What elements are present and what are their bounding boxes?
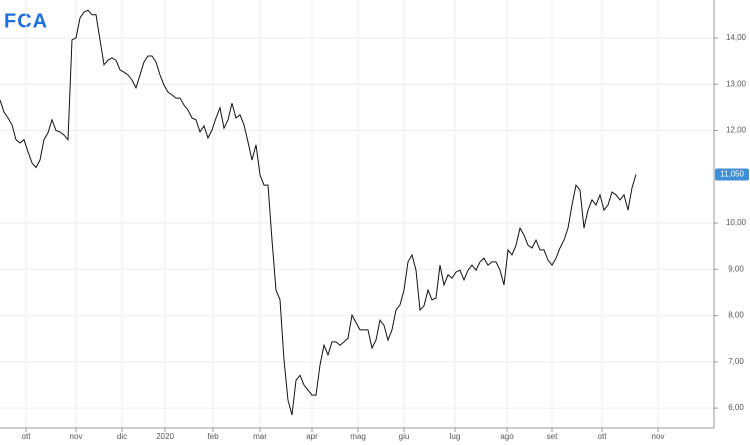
y-tick-label: 12,00 (726, 126, 747, 135)
x-tick-label: dic (117, 432, 127, 441)
x-tick-label: mag (350, 432, 366, 441)
y-tick-label: 8,00 (728, 311, 744, 320)
y-tick-label: 7,00 (728, 357, 744, 366)
price-line (0, 9, 637, 416)
x-tick-label: giu (399, 432, 410, 441)
x-tick-label: feb (207, 432, 219, 441)
y-tick-label: 10,00 (726, 218, 747, 227)
x-tick-label: ott (22, 432, 32, 441)
y-tick-label: 6,00 (728, 403, 744, 412)
y-tick-label: 13,00 (726, 79, 747, 88)
last-price-label: 11,050 (720, 170, 744, 179)
x-tick-label: ott (598, 432, 608, 441)
x-tick-label: 2020 (156, 432, 174, 441)
x-tick-label: lug (450, 432, 461, 441)
x-tick-label: apr (306, 432, 318, 441)
x-tick-label: ago (500, 432, 514, 441)
x-tick-label: set (547, 432, 558, 441)
x-tick-label: mar (253, 432, 267, 441)
x-tick-label: nov (70, 432, 83, 441)
last-price-badge (715, 168, 749, 181)
y-tick-label: 9,00 (728, 264, 744, 273)
y-tick-label: 14,00 (726, 33, 747, 42)
x-tick-label: nov (652, 432, 665, 441)
